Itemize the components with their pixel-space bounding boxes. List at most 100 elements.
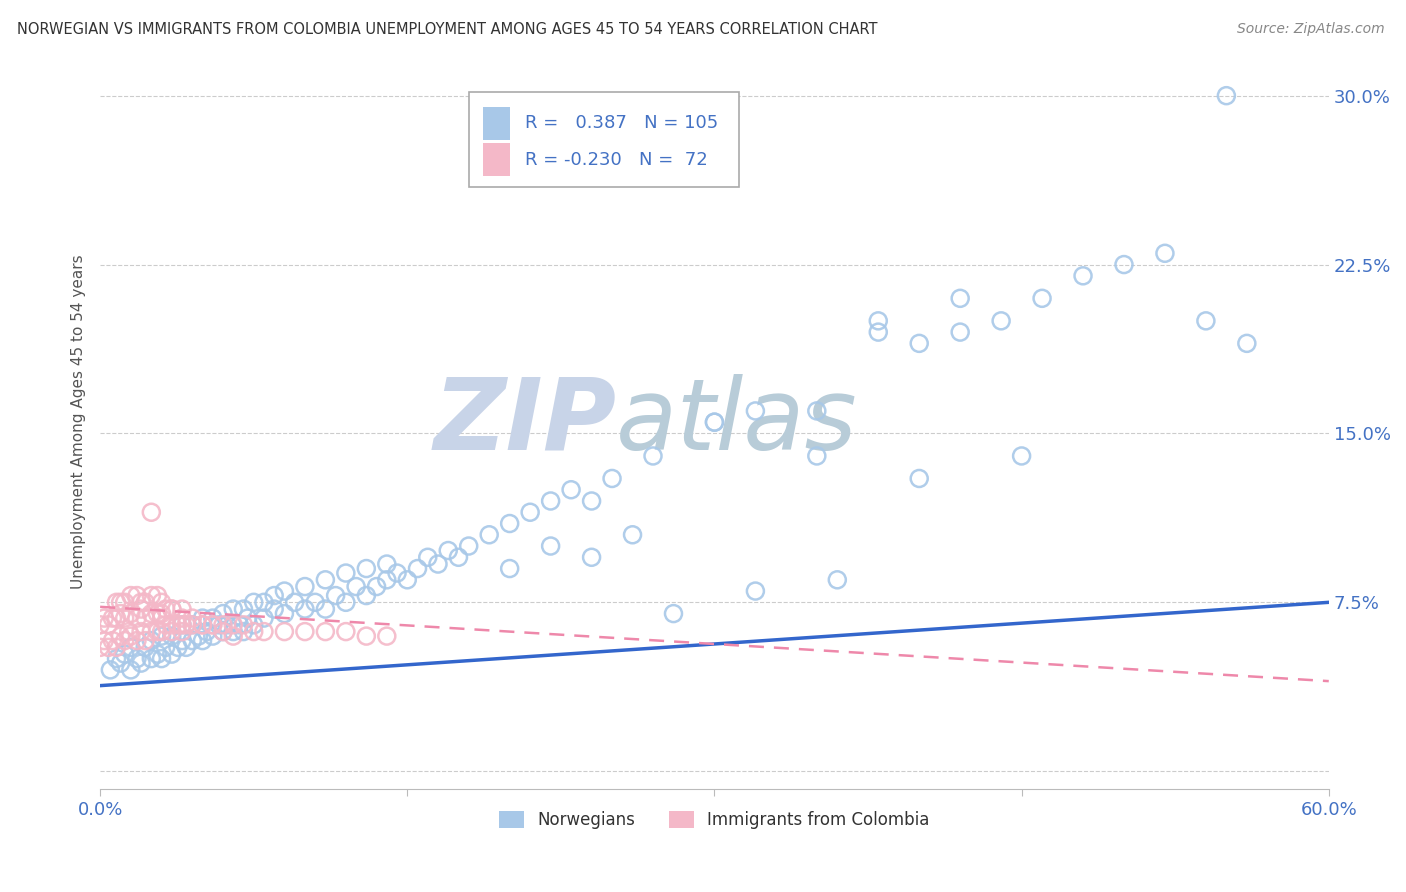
Point bbox=[181, 611, 204, 625]
Point bbox=[105, 595, 128, 609]
Point bbox=[167, 640, 190, 655]
Point bbox=[498, 516, 520, 531]
Point bbox=[990, 314, 1012, 328]
Point bbox=[356, 589, 378, 603]
Point bbox=[263, 602, 285, 616]
Point bbox=[253, 624, 276, 639]
Point bbox=[273, 607, 295, 621]
Point bbox=[155, 640, 177, 655]
Point bbox=[170, 611, 193, 625]
Point bbox=[141, 589, 163, 603]
Point bbox=[294, 580, 316, 594]
Point bbox=[314, 624, 336, 639]
Point bbox=[181, 617, 204, 632]
Point bbox=[129, 624, 152, 639]
FancyBboxPatch shape bbox=[484, 106, 510, 139]
Point bbox=[478, 528, 501, 542]
Point bbox=[201, 617, 224, 632]
Point bbox=[134, 640, 156, 655]
Point bbox=[242, 595, 264, 609]
Point bbox=[325, 589, 347, 603]
Point bbox=[114, 611, 136, 625]
Point bbox=[93, 611, 115, 625]
Point bbox=[519, 505, 541, 519]
Point bbox=[314, 602, 336, 616]
Point bbox=[110, 595, 132, 609]
Point bbox=[150, 624, 173, 639]
Point bbox=[125, 633, 148, 648]
Point bbox=[416, 550, 439, 565]
Point bbox=[97, 640, 120, 655]
Point bbox=[222, 617, 245, 632]
Point bbox=[150, 651, 173, 665]
Point bbox=[146, 624, 169, 639]
Point bbox=[191, 633, 214, 648]
Point bbox=[110, 656, 132, 670]
Point bbox=[125, 651, 148, 665]
Point bbox=[160, 647, 183, 661]
Point bbox=[457, 539, 479, 553]
Text: ZIP: ZIP bbox=[433, 374, 616, 471]
Point bbox=[105, 611, 128, 625]
Text: Source: ZipAtlas.com: Source: ZipAtlas.com bbox=[1237, 22, 1385, 37]
Point bbox=[253, 611, 276, 625]
Point bbox=[150, 607, 173, 621]
Point bbox=[222, 602, 245, 616]
Point bbox=[703, 415, 725, 429]
Point bbox=[222, 629, 245, 643]
Point bbox=[1112, 258, 1135, 272]
Point bbox=[228, 617, 250, 632]
Point bbox=[160, 602, 183, 616]
Point bbox=[129, 656, 152, 670]
Point bbox=[868, 325, 890, 339]
Text: NORWEGIAN VS IMMIGRANTS FROM COLOMBIA UNEMPLOYMENT AMONG AGES 45 TO 54 YEARS COR: NORWEGIAN VS IMMIGRANTS FROM COLOMBIA UN… bbox=[17, 22, 877, 37]
Point bbox=[294, 624, 316, 639]
Point bbox=[114, 595, 136, 609]
Point bbox=[827, 573, 849, 587]
Point bbox=[212, 607, 235, 621]
Point bbox=[949, 325, 972, 339]
Point bbox=[217, 617, 239, 632]
Point bbox=[155, 602, 177, 616]
Point bbox=[150, 595, 173, 609]
Point bbox=[304, 595, 326, 609]
Point bbox=[294, 602, 316, 616]
Point bbox=[134, 633, 156, 648]
Point bbox=[284, 595, 307, 609]
Point bbox=[129, 595, 152, 609]
Point bbox=[89, 640, 111, 655]
Point bbox=[141, 633, 163, 648]
Point bbox=[385, 566, 408, 580]
Point bbox=[366, 580, 388, 594]
Y-axis label: Unemployment Among Ages 45 to 54 years: Unemployment Among Ages 45 to 54 years bbox=[72, 255, 86, 590]
Point bbox=[242, 617, 264, 632]
Point bbox=[560, 483, 582, 497]
Point bbox=[1011, 449, 1033, 463]
Point bbox=[160, 617, 183, 632]
Point bbox=[187, 629, 209, 643]
Point bbox=[146, 607, 169, 621]
Point bbox=[498, 561, 520, 575]
Point bbox=[167, 617, 190, 632]
Point bbox=[201, 629, 224, 643]
Text: atlas: atlas bbox=[616, 374, 858, 471]
Point bbox=[263, 589, 285, 603]
Point bbox=[191, 611, 214, 625]
Point bbox=[120, 663, 142, 677]
Point bbox=[540, 494, 562, 508]
Point bbox=[1154, 246, 1177, 260]
Point bbox=[540, 539, 562, 553]
Text: R =   0.387   N = 105: R = 0.387 N = 105 bbox=[526, 114, 718, 132]
Point bbox=[93, 633, 115, 648]
Point bbox=[908, 471, 931, 485]
Point bbox=[125, 589, 148, 603]
Point bbox=[160, 629, 183, 643]
Point bbox=[314, 573, 336, 587]
Point bbox=[375, 573, 398, 587]
Point bbox=[195, 624, 218, 639]
Point bbox=[1031, 291, 1053, 305]
Point bbox=[120, 589, 142, 603]
Point bbox=[181, 617, 204, 632]
Point bbox=[110, 629, 132, 643]
Point bbox=[134, 595, 156, 609]
